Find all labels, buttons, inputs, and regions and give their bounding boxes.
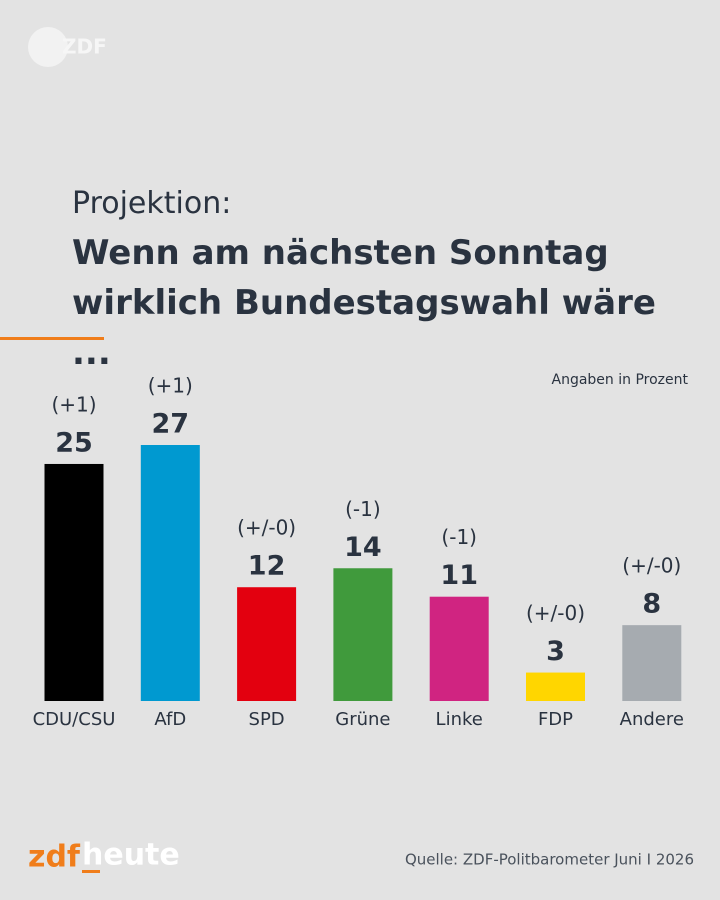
x-tick-label: Linke	[436, 709, 483, 730]
value-label: 14	[344, 532, 382, 563]
unit-note: Angaben in Prozent	[552, 372, 689, 388]
change-label: (+1)	[51, 392, 96, 416]
logo-zdf: zdf	[28, 840, 81, 875]
bar	[140, 445, 200, 701]
bar	[622, 625, 682, 701]
value-label: 3	[546, 636, 565, 667]
change-label: (+1)	[148, 374, 193, 398]
change-label: (+/-0)	[526, 601, 585, 625]
x-tick-label: AfD	[154, 709, 186, 730]
bar	[237, 587, 297, 701]
bar	[333, 568, 393, 701]
accent-line	[0, 337, 104, 340]
x-tick-label: Grüne	[335, 709, 390, 730]
bar	[44, 463, 104, 701]
value-label: 8	[642, 589, 661, 620]
x-tick-label: CDU/CSU	[33, 709, 116, 730]
x-tick-label: Andere	[620, 709, 684, 730]
title: Wenn am nächsten Sonntag wirklich Bundes…	[72, 233, 656, 373]
change-label: (-1)	[441, 525, 477, 549]
subtitle: Projektion:	[72, 186, 232, 221]
x-tick-label: FDP	[538, 709, 573, 730]
change-label: (+/-0)	[622, 554, 681, 578]
change-label: (+/-0)	[237, 516, 296, 540]
value-label: 12	[248, 551, 286, 582]
bar	[526, 672, 585, 701]
value-label: 11	[440, 560, 478, 591]
value-label: 25	[55, 427, 93, 458]
logo-heute: heute	[82, 838, 180, 873]
value-label: 27	[152, 409, 190, 440]
logo-underline	[82, 870, 100, 873]
source: Quelle: ZDF-Politbarometer Juni I 2026	[405, 851, 694, 869]
x-tick-label: SPD	[249, 709, 285, 730]
brand-logo: ZDF	[62, 35, 107, 59]
change-label: (-1)	[345, 497, 381, 521]
logo-circle	[28, 27, 68, 67]
bar	[429, 596, 489, 701]
